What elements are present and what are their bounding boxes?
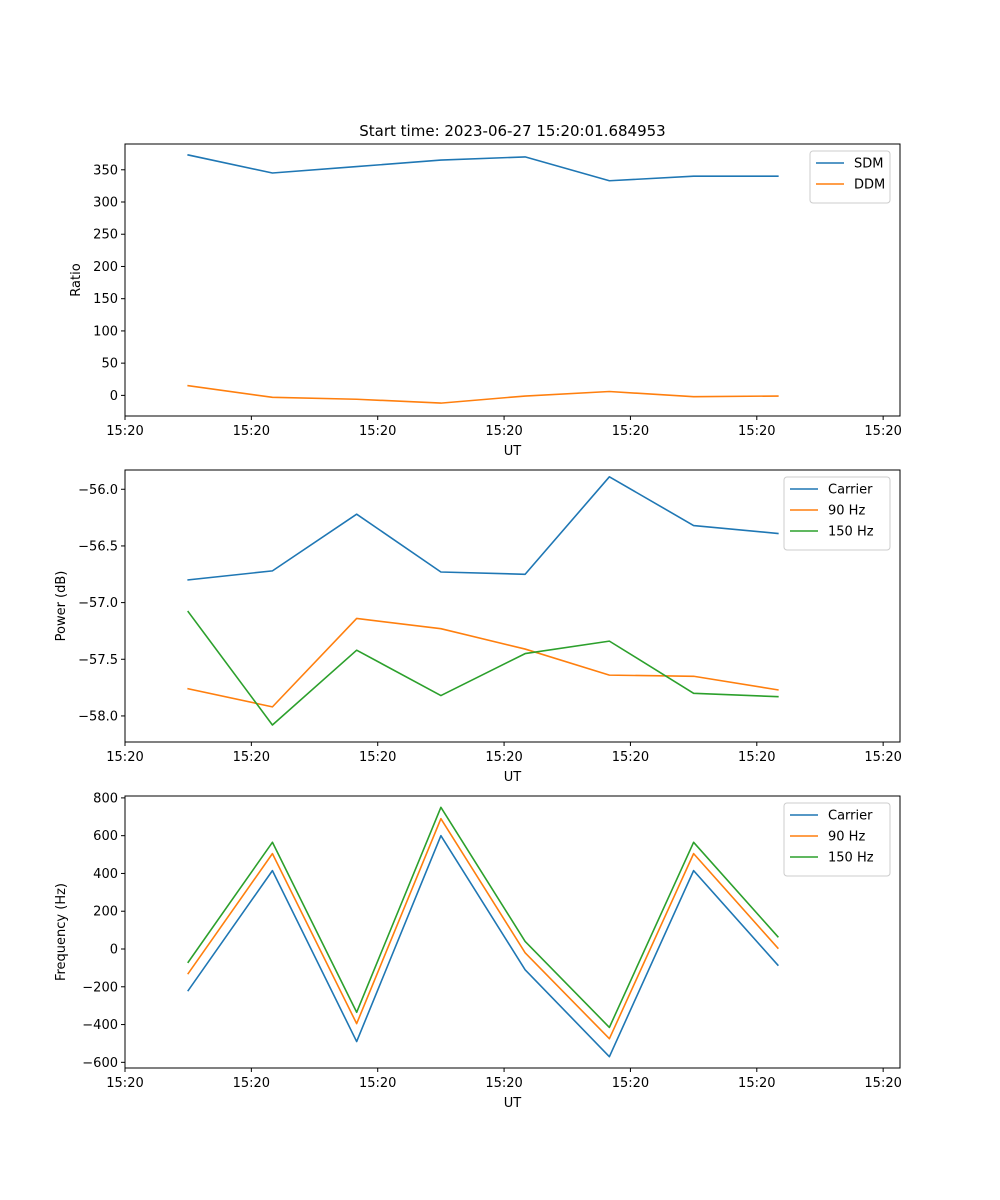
series-line-carrier: [187, 834, 779, 1058]
series-line-90-hz: [187, 817, 779, 1040]
x-tick-label: 15:20: [864, 1076, 901, 1091]
x-axis-label: UT: [504, 770, 522, 785]
x-tick-label: 15:20: [233, 1076, 270, 1091]
x-tick-label: 15:20: [106, 1076, 143, 1091]
legend-label: 150 Hz: [828, 525, 874, 540]
legend: Carrier 90 Hz 150 Hz: [783, 476, 891, 551]
axes-frame: [124, 143, 901, 417]
x-tick-label: 15:20: [359, 750, 396, 765]
x-tick-label: 15:20: [233, 424, 270, 439]
y-tick-label: 300: [93, 196, 118, 211]
y-tick-label: 0: [110, 389, 118, 404]
panel-1: 15:20 15:20 15:20 15:20 15:20 15:20 15:20 0 50 10…: [69, 143, 902, 459]
x-tick-label: 15:20: [106, 424, 143, 439]
x-tick-label: 15:20: [612, 1076, 649, 1091]
series-line-carrier: [187, 475, 779, 581]
y-tick-label: 200: [93, 905, 118, 920]
series-line-ddm: [187, 384, 779, 404]
y-tick-label: −400: [82, 1018, 118, 1033]
x-tick-label: 15:20: [485, 424, 522, 439]
x-tick-label: 15:20: [612, 424, 649, 439]
series-line-sdm: [187, 154, 779, 182]
y-tick-label: −600: [82, 1056, 118, 1071]
x-tick-label: 15:20: [864, 750, 901, 765]
legend-label: 90 Hz: [828, 504, 865, 519]
y-tick-label: −58.0: [78, 709, 118, 724]
legend-label: Carrier: [828, 809, 873, 824]
legend: SDM DDM: [809, 150, 891, 204]
y-tick-label: 200: [93, 260, 118, 275]
panel-3: 15:20 15:20 15:20 15:20 15:20 15:20 15:20 800 60…: [54, 791, 902, 1111]
y-tick-label: 400: [93, 867, 118, 882]
y-tick-label: 250: [93, 228, 118, 243]
y-tick-label: 0: [110, 943, 118, 958]
y-tick-label: 150: [93, 292, 118, 307]
x-tick-label: 15:20: [738, 424, 775, 439]
x-tick-label: 15:20: [738, 750, 775, 765]
x-tick-label: 15:20: [106, 750, 143, 765]
y-tick-label: 600: [93, 829, 118, 844]
legend-label: 90 Hz: [828, 830, 865, 845]
series-line-150-hz: [187, 806, 779, 1029]
panels: 15:20 15:20 15:20 15:20 15:20 15:20 15:20 0 50 10…: [54, 143, 902, 1111]
x-tick-label: 15:20: [864, 424, 901, 439]
series-line-150-hz: [187, 610, 779, 726]
legend-label: Carrier: [828, 483, 873, 498]
y-tick-label: 100: [93, 324, 118, 339]
y-tick-label: 800: [93, 791, 118, 806]
x-axis-label: UT: [504, 1096, 522, 1111]
x-tick-label: 15:20: [359, 1076, 396, 1091]
chart-title: Start time: 2023-06-27 15:20:01.684953: [359, 122, 665, 140]
panel-2: 15:20 15:20 15:20 15:20 15:20 15:20 15:20 −56.0…: [54, 469, 902, 785]
y-axis-label: Ratio: [69, 263, 84, 296]
x-tick-label: 15:20: [485, 750, 522, 765]
y-tick-label: −57.5: [78, 653, 118, 668]
y-tick-label: −56.5: [78, 539, 118, 554]
legend-box: [809, 150, 891, 204]
axes-frame: [124, 795, 901, 1069]
x-tick-label: 15:20: [233, 750, 270, 765]
series-line-90-hz: [187, 617, 779, 708]
legend: Carrier 90 Hz 150 Hz: [783, 802, 891, 877]
x-axis-label: UT: [504, 444, 522, 459]
axes-frame: [124, 469, 901, 743]
x-tick-label: 15:20: [612, 750, 649, 765]
legend-label: SDM: [854, 157, 883, 172]
x-tick-label: 15:20: [359, 424, 396, 439]
y-axis-label: Power (dB): [54, 571, 69, 642]
x-tick-label: 15:20: [485, 1076, 522, 1091]
y-tick-label: −56.0: [78, 483, 118, 498]
legend-label: DDM: [854, 178, 885, 193]
y-tick-label: −57.0: [78, 596, 118, 611]
x-tick-label: 15:20: [738, 1076, 775, 1091]
y-tick-label: 350: [93, 163, 118, 178]
legend-label: 150 Hz: [828, 851, 874, 866]
y-tick-label: −200: [82, 980, 118, 995]
y-tick-label: 50: [101, 357, 118, 372]
y-axis-label: Frequency (Hz): [54, 883, 69, 981]
